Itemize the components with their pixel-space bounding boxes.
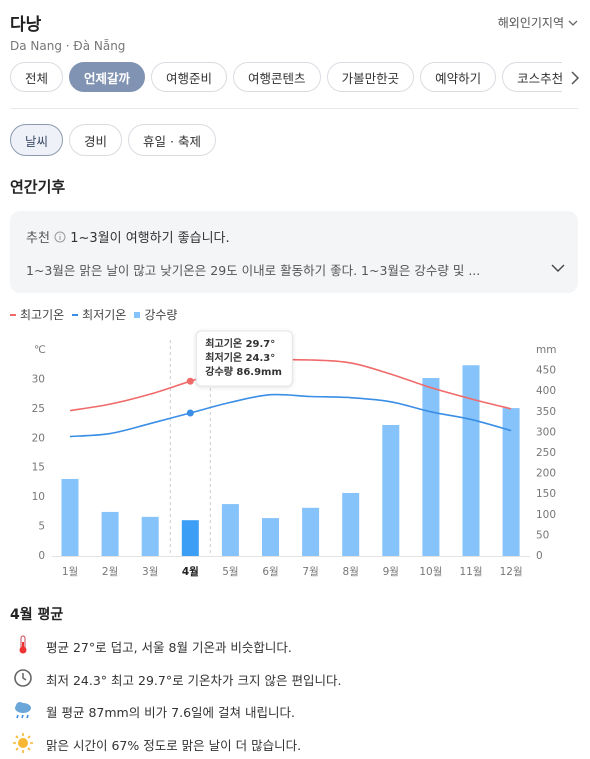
subtab[interactable]: 휴일 · 축제 [128, 124, 216, 156]
subtab-bar: 날씨 경비 휴일 · 축제 [10, 124, 216, 156]
x-tick-label: 6월 [262, 566, 278, 578]
rain-bar [181, 520, 199, 556]
rain-bar [422, 378, 440, 556]
y-tick-label: 25 [32, 403, 45, 415]
y-tick-label: 30 [32, 373, 45, 385]
y2-tick-label: 450 [536, 365, 556, 377]
legend-item: 강수량 [134, 306, 177, 323]
y2-axis-label: mm [536, 344, 556, 356]
rain-bar [61, 478, 79, 556]
legend-swatch [134, 311, 141, 318]
tooltip-box [195, 330, 293, 387]
chart: ℃ mm0510152025300501001502002503003504004… [32, 330, 556, 578]
x-tick-label: 12월 [500, 566, 523, 578]
x-tick-label: 11월 [459, 566, 482, 578]
chevron [568, 20, 578, 26]
legend-label: 최저기온 [82, 308, 127, 322]
summary-item: 평균 27°로 덥고, 서울 8월 기온과 비슷합니다. [46, 640, 292, 655]
summary-item: 맑은 시간이 67% 정도로 맑은 날이 더 많습니다. [46, 737, 302, 753]
y-tick-label: 5 [38, 521, 45, 533]
y2-tick-label: 50 [536, 529, 549, 541]
y-tick-label: 10 [32, 491, 45, 503]
y2-tick-label: 250 [536, 447, 556, 459]
rain-bar [382, 424, 400, 556]
thermometer-icon [19, 635, 27, 654]
hover-dot [186, 377, 194, 385]
clock-icon [14, 669, 32, 687]
rain-bar [502, 408, 520, 556]
expand-chevron[interactable] [551, 263, 565, 273]
tab[interactable]: 예약하기 [420, 62, 497, 92]
rain-bar [101, 511, 119, 556]
rain-bar [221, 504, 239, 556]
tab[interactable]: 전체 [10, 62, 64, 92]
legend-swatch [10, 313, 16, 316]
rain-bar [141, 516, 159, 556]
subtab[interactable]: 날씨 [10, 124, 64, 156]
recommend-headline: 1~3월이 여행하기 좋습니다. [70, 231, 230, 246]
legend-swatch [72, 313, 79, 316]
x-tick-label: 9월 [383, 566, 399, 578]
link-text[interactable]: 해외인기지역 [497, 16, 564, 30]
y-axis-label: ℃ [34, 344, 46, 356]
tab[interactable]: 여행준비 [151, 62, 228, 92]
y2-tick-label: 350 [536, 406, 556, 418]
divider [10, 108, 578, 109]
recommend-tag: 추천 [26, 231, 50, 246]
y2-tick-label: 400 [536, 385, 556, 397]
rain-bar [302, 507, 320, 556]
legend-item: 최고기온 [10, 306, 64, 323]
rain-bar [262, 518, 279, 556]
summary-title: 4월 평균 [10, 607, 64, 623]
hover-dot [186, 409, 194, 417]
rain-bar [462, 365, 480, 556]
tab[interactable]: 여행콘텐츠 [233, 62, 321, 92]
tab-next-arrow[interactable] [568, 70, 582, 86]
legend-label: 강수량 [144, 308, 178, 322]
summary-item: 월 평균 87mm의 비가 7.6일에 걸쳐 내립니다. [46, 705, 295, 720]
x-tick-label: 1월 [62, 566, 78, 578]
y2-tick-label: 0 [536, 550, 543, 562]
x-tick-label: 5월 [222, 566, 238, 578]
subtab[interactable]: 경비 [69, 124, 123, 156]
tooltip-line: 최저기온 24.3° [205, 351, 275, 364]
rain-icon [15, 702, 31, 719]
temp-line [69, 393, 512, 438]
tab[interactable]: 가볼만한곳 [326, 62, 415, 92]
y2-tick-label: 100 [536, 509, 556, 521]
recommend-headline-row: 추천 1~3월이 여행하기 좋습니다. [26, 227, 230, 246]
city-subtitle: Da Nang · Đà Nẵng [10, 39, 126, 53]
tab-bar: 전체 언제갈까 여행준비 여행콘텐츠 가볼만한곳 예약하기 코스추천 [10, 62, 562, 96]
x-tick-label: 4월 [182, 565, 199, 578]
y2-tick-label: 300 [536, 426, 556, 438]
legend-item: 최저기온 [72, 306, 126, 323]
section-title: 연간기후 [10, 178, 66, 196]
rain-bar [342, 492, 360, 556]
popular-link[interactable]: 해외인기지역 [498, 14, 578, 31]
summary-item: 최저 24.3° 최고 29.7°로 기온차가 크지 않은 편입니다. [46, 672, 342, 688]
recommend-detail: 1~3월은 맑은 날이 많고 낮기온은 29도 이내로 활동하기 좋다. 1~3… [26, 263, 481, 278]
x-tick-label: 8월 [343, 566, 359, 578]
legend: 최고기온 최저기온 강수량 [10, 306, 177, 323]
x-tick-label: 7월 [302, 566, 318, 578]
y-tick-label: 0 [38, 550, 45, 562]
x-tick-label: 2월 [102, 566, 118, 578]
y-tick-label: 20 [32, 432, 45, 444]
tab[interactable]: 코스추천 [502, 62, 562, 92]
legend-label: 최고기온 [20, 308, 65, 322]
tooltip-line: 최고기온 29.7° [205, 337, 275, 350]
x-tick-label: 3월 [142, 566, 158, 578]
info-icon[interactable] [54, 231, 66, 243]
y2-tick-label: 150 [536, 488, 556, 500]
city-title: 다낭 [10, 15, 42, 35]
y2-tick-label: 200 [536, 468, 556, 480]
tooltip-line: 강수량 86.9mm [205, 365, 282, 378]
tab[interactable]: 언제갈까 [69, 62, 146, 92]
recommend-box: 추천 1~3월이 여행하기 좋습니다. 1~3월은 맑은 날이 많고 낮기온은 … [10, 211, 578, 293]
x-tick-label: 10월 [419, 566, 442, 578]
y-tick-label: 15 [32, 462, 45, 474]
sun-icon [13, 733, 33, 753]
